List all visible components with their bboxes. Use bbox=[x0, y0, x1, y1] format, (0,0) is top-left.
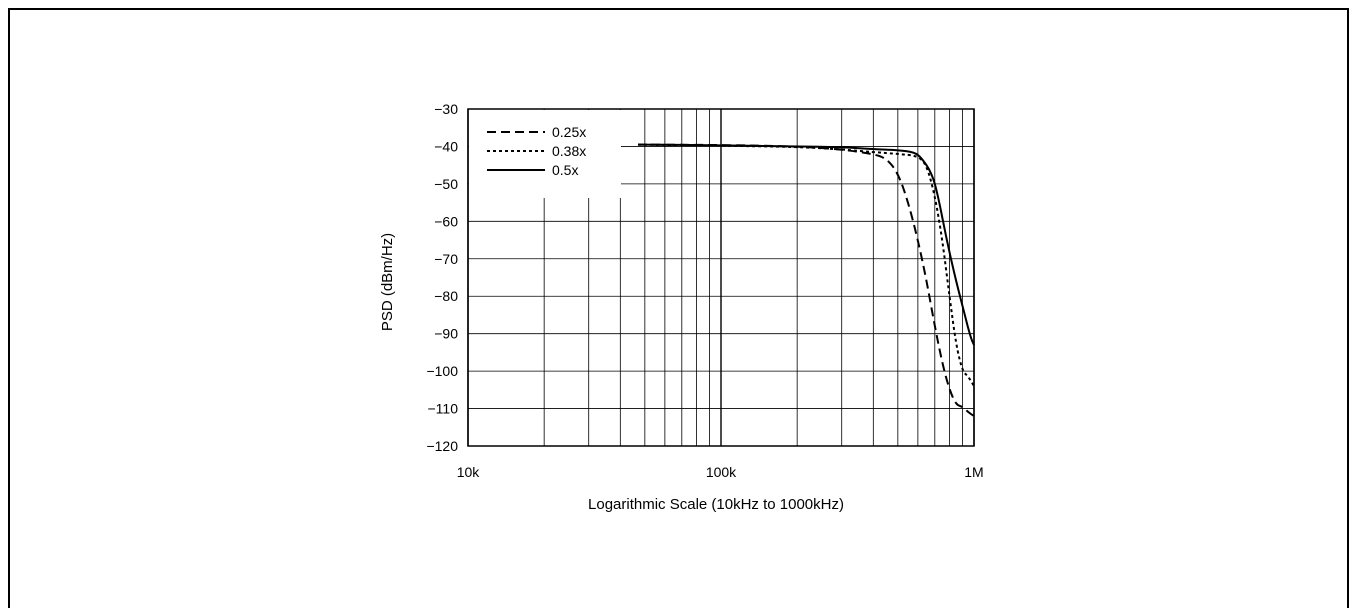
chart-frame bbox=[8, 8, 1349, 608]
y-tick-label: −30 bbox=[434, 101, 458, 117]
y-tick-label: −110 bbox=[428, 401, 459, 417]
x-tick-label: 100k bbox=[706, 464, 737, 480]
y-axis-title: PSD (dBm/Hz) bbox=[379, 233, 396, 331]
y-tick-label: −100 bbox=[426, 363, 458, 379]
legend: 0.25x 0.38x 0.5x bbox=[469, 110, 621, 198]
x-tick-label: 1M bbox=[964, 464, 983, 480]
series-line-0-25x bbox=[637, 143, 975, 417]
legend-label: 0.25x bbox=[552, 124, 586, 140]
series-layer bbox=[637, 143, 975, 417]
legend-label: 0.38x bbox=[552, 143, 586, 159]
y-tick-label: −50 bbox=[434, 176, 458, 192]
x-tick-label: 10k bbox=[457, 464, 481, 480]
axes: −30 −40 −50 −60 −70 −80 −90 −100 −110 −120 10k 100k… bbox=[426, 101, 983, 480]
series-line-0-38x bbox=[637, 143, 975, 387]
legend-label: 0.5x bbox=[552, 162, 578, 178]
y-tick-label: −70 bbox=[434, 251, 458, 267]
y-tick-label: −120 bbox=[426, 438, 458, 454]
plot-border bbox=[467, 108, 975, 447]
y-tick-label: −80 bbox=[434, 288, 458, 304]
y-tick-label: −40 bbox=[434, 138, 458, 154]
x-axis-title: Logarithmic Scale (10kHz to 1000kHz) bbox=[588, 496, 844, 513]
y-tick-label: −60 bbox=[434, 213, 458, 229]
series-line-0-5x bbox=[637, 143, 975, 346]
legend-box bbox=[469, 110, 621, 198]
y-tick-label: −90 bbox=[434, 326, 458, 342]
